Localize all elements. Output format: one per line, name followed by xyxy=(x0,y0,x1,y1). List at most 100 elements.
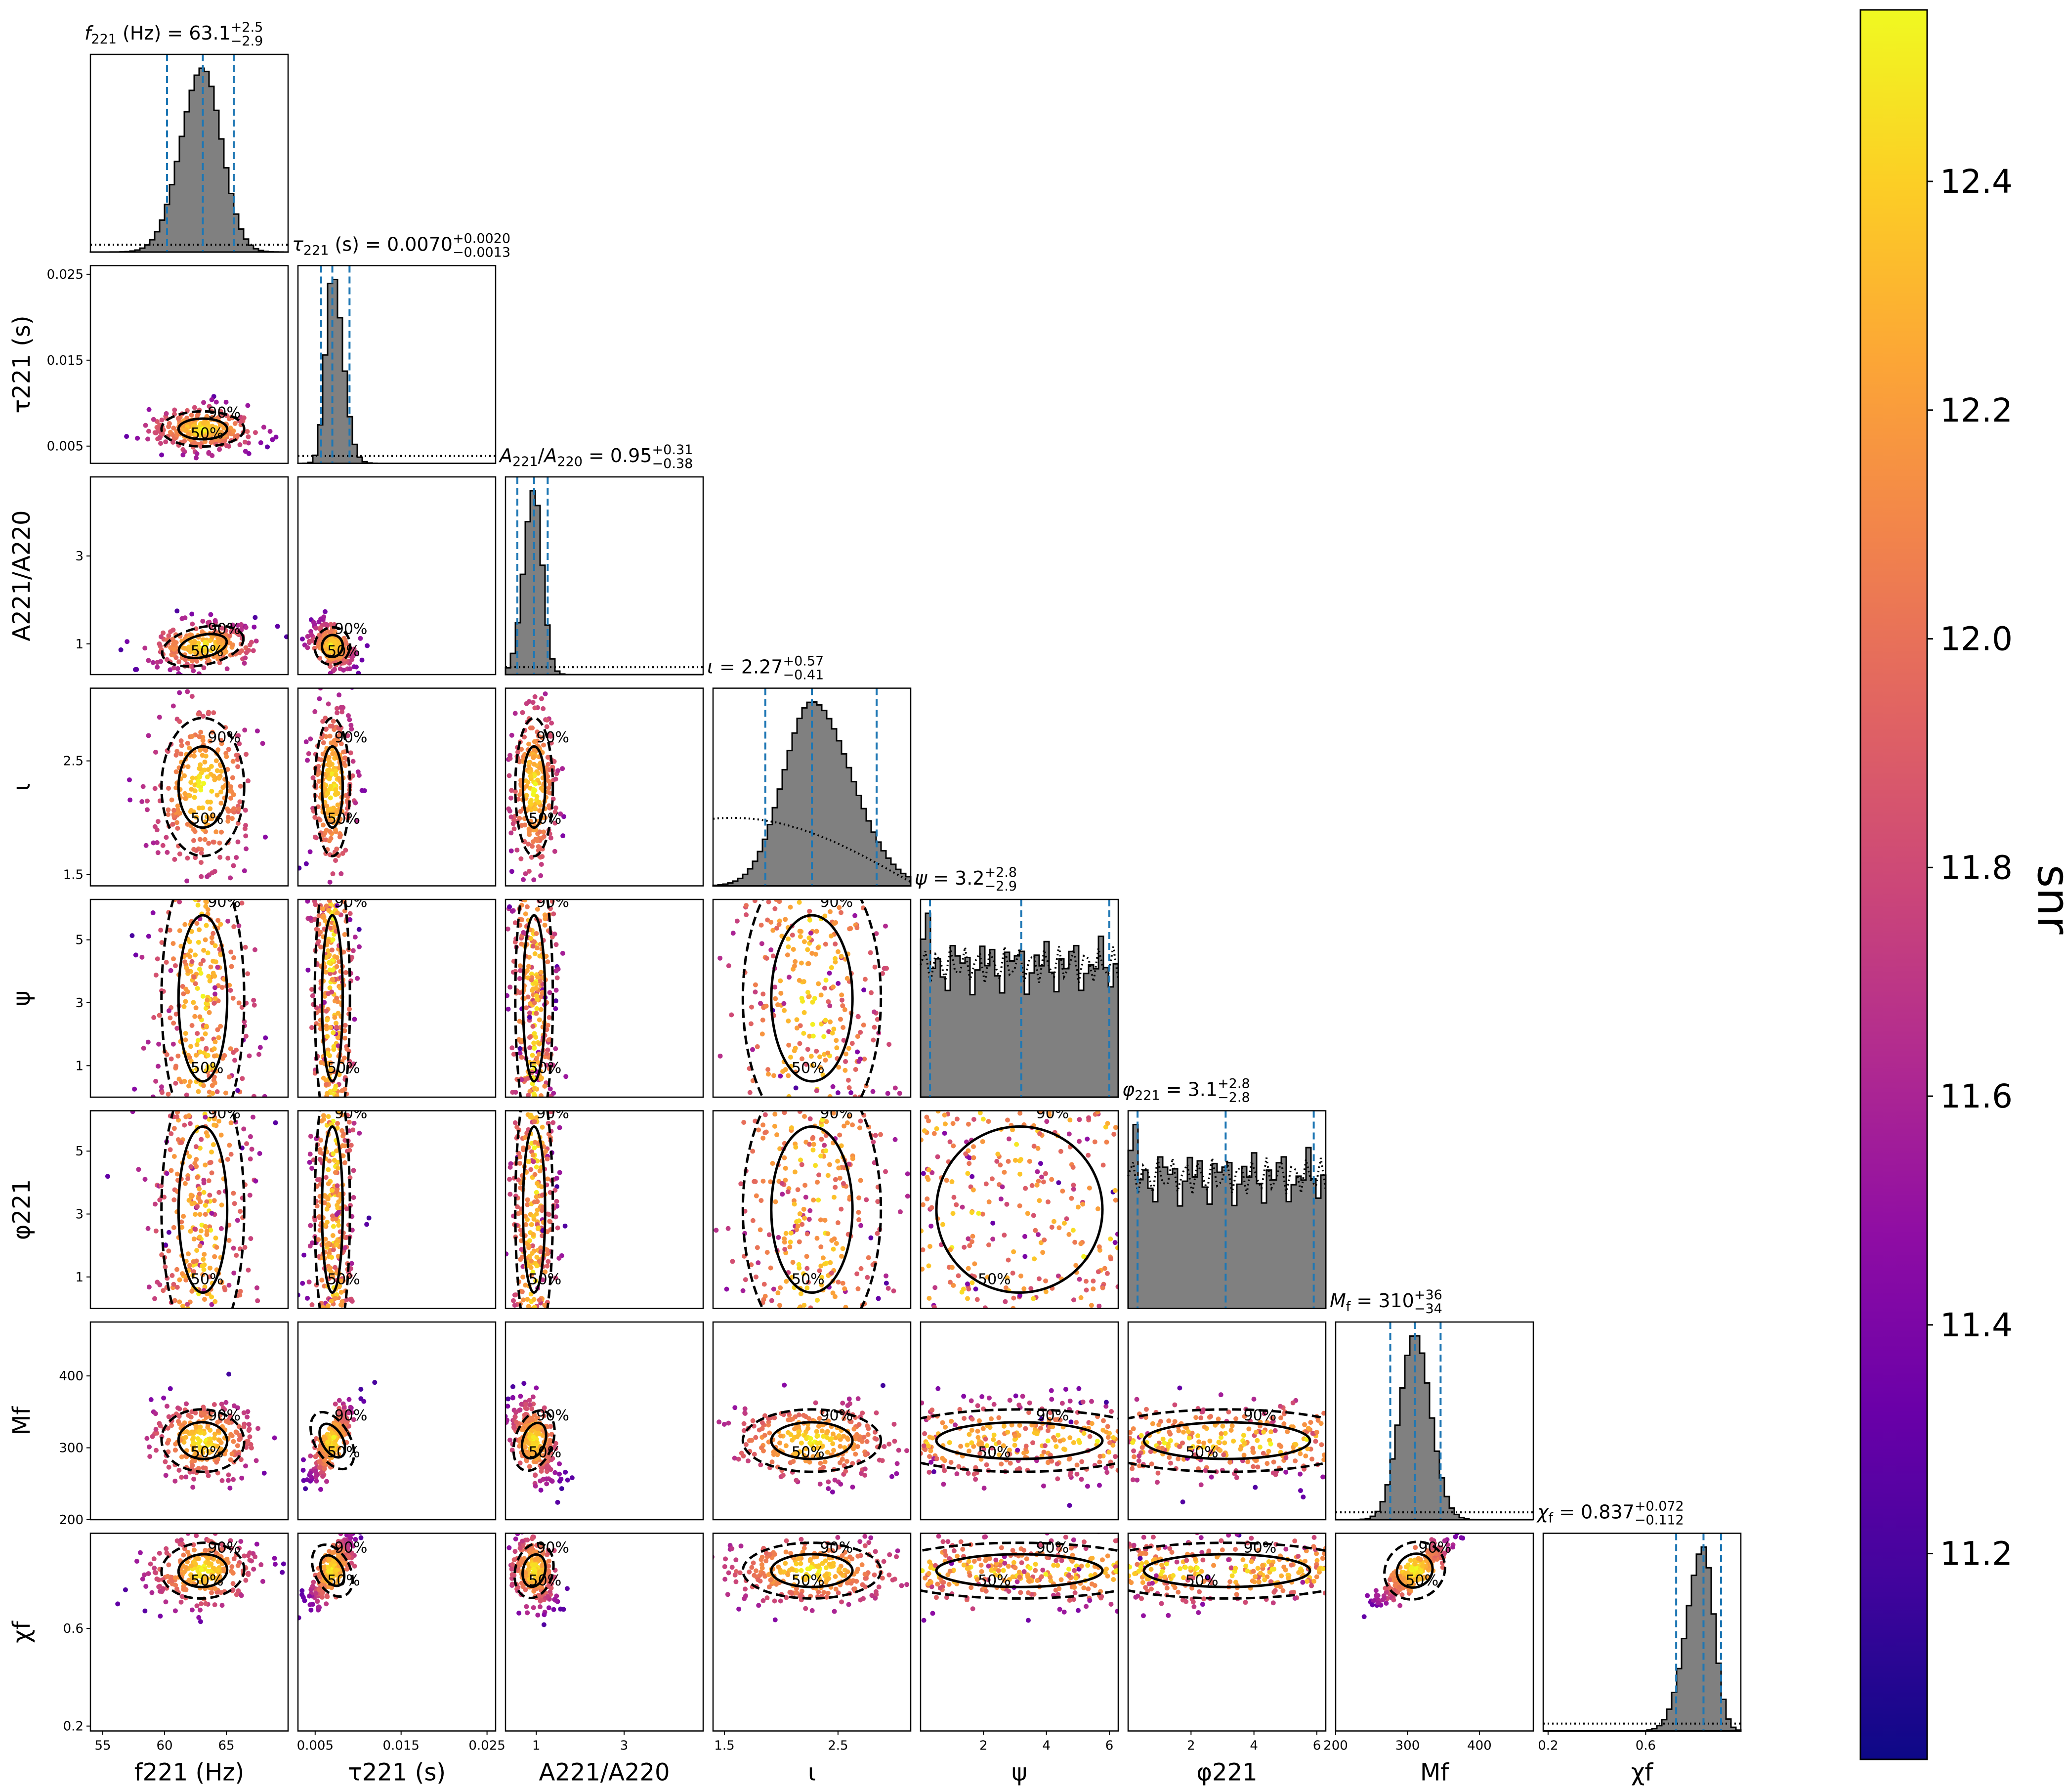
xtick-label: 2 xyxy=(1187,1739,1195,1753)
colorbar-tick-label: 11.8 xyxy=(1940,849,2013,887)
contour-90 xyxy=(160,1110,246,1309)
xtick-label: 0.015 xyxy=(382,1739,419,1753)
contour-label-90: 90% xyxy=(820,1105,853,1122)
panel-title-amp: A221/A220 = 0.95+0.31 xyxy=(498,442,693,469)
histogram xyxy=(1336,1335,1533,1521)
panel-title-mf: Mf = 310+36 xyxy=(1330,1287,1442,1315)
yaxis-label-phi221: φ221 xyxy=(8,1179,36,1240)
scatter-points: 50%90% xyxy=(126,689,268,884)
yaxis-label-psi: ψ xyxy=(8,990,36,1006)
panel-title-f221: f221 (Hz) = 63.1+2.5 xyxy=(84,20,263,47)
contour-50 xyxy=(1142,1421,1311,1460)
scatter-points: 50%90% xyxy=(714,1105,910,1309)
contour-50 xyxy=(177,1553,229,1588)
xtick-label: 65 xyxy=(218,1739,234,1753)
scatter-points: 50%90% xyxy=(717,899,911,1097)
ytick-label: 400 xyxy=(59,1369,84,1384)
ytick-label: 1 xyxy=(75,1059,84,1073)
panel-title-psi: ψ = 3.2+2.8 xyxy=(915,865,1017,889)
ytick-label: 3 xyxy=(75,1207,84,1222)
diag-panel-chif: χf = 0.837+0.072−0.112 xyxy=(1536,1499,1742,1732)
contour-label-50: 50% xyxy=(327,1060,360,1077)
contour-label-50: 50% xyxy=(978,1271,1011,1288)
contour-label-50: 50% xyxy=(191,425,224,442)
contour-90 xyxy=(921,1541,1118,1600)
contour-50 xyxy=(318,1422,346,1459)
contour-90 xyxy=(1383,1540,1446,1601)
scatter-panel-tau221-mf: 50% 90% xyxy=(297,1321,497,1521)
diag-panel-psi: ψ = 3.2+2.8−2.9 xyxy=(915,865,1119,1098)
contour-label-50: 50% xyxy=(978,1572,1011,1589)
xtick-label: 400 xyxy=(1467,1739,1492,1753)
contour-label-90: 90% xyxy=(820,1539,853,1557)
histogram xyxy=(297,279,496,464)
contour-label-50: 50% xyxy=(529,1444,562,1461)
xtick-label: 2.5 xyxy=(828,1739,848,1753)
contour-90 xyxy=(313,717,351,857)
scatter-points: 50%90% xyxy=(298,1533,367,1621)
contour-90 xyxy=(313,1110,351,1309)
xaxis-label-tau221: τ221 (s) xyxy=(348,1759,446,1787)
ytick-label: 3 xyxy=(75,549,84,564)
scatter-points: 50%90% xyxy=(506,1533,570,1627)
panel-frame xyxy=(712,1110,912,1309)
contour-90 xyxy=(921,1408,1118,1473)
scatter-panel-amp-psi: 50% 90% xyxy=(505,898,704,1098)
panel-title-iota: ι = 2.27+0.57 xyxy=(707,654,824,678)
contour-50 xyxy=(770,1421,854,1460)
contour-label-50: 50% xyxy=(529,1060,562,1077)
ytick-label: 1 xyxy=(75,637,84,652)
panel-frame xyxy=(89,1110,289,1309)
contour-label-90: 90% xyxy=(1244,1407,1277,1424)
panel-frame xyxy=(712,687,912,887)
xtick-label: 2 xyxy=(979,1739,988,1753)
contour-label-50: 50% xyxy=(529,1271,562,1288)
scatter-panel-tau221-phi221: 50% 90% xyxy=(297,1105,497,1309)
panel-frame xyxy=(505,898,704,1098)
colorbar-tick-label: 11.6 xyxy=(1940,1077,2013,1115)
contour-label-50: 50% xyxy=(191,1271,224,1288)
scatter-points: 50%90% xyxy=(506,899,569,1097)
ytick-label: 3 xyxy=(75,996,84,1011)
contour-label-90: 90% xyxy=(1036,1407,1069,1424)
scatter-panel-phi221-mf: 50% 90% xyxy=(1127,1321,1327,1521)
contour-label-90: 90% xyxy=(335,1407,368,1424)
yaxis-label-amp: A221/A220 xyxy=(8,510,36,641)
scatter-panel-mf-chif: 50% 90% xyxy=(1335,1533,1534,1732)
contour-label-90: 90% xyxy=(208,894,241,911)
contour-50 xyxy=(521,1125,547,1294)
contour-50 xyxy=(321,1125,344,1294)
contour-label-90: 90% xyxy=(208,1105,241,1122)
snr-colorbar: 11.2 11.4 11.6 11.8 12.0 12.2 12.4 snr xyxy=(1859,9,2065,1760)
contour-label-90: 90% xyxy=(335,1105,368,1122)
contour-50 xyxy=(770,1125,854,1294)
xtick-label: 200 xyxy=(1323,1739,1348,1753)
scatter-points: 50%90% xyxy=(299,609,370,675)
scatter-panel-f221-chif: 50% 90% 0.2 0.6 xyxy=(63,1533,289,1734)
contour-label-50: 50% xyxy=(191,642,224,660)
panel-title-lower-error: −34 xyxy=(1414,1301,1442,1317)
panel-title-lower-error: −2.9 xyxy=(985,879,1017,894)
panel-frame xyxy=(89,476,289,676)
xaxis-label-phi221: φ221 xyxy=(1196,1759,1257,1787)
xtick-label: 0.005 xyxy=(297,1739,334,1753)
contour-50 xyxy=(321,745,344,829)
colorbar-gradient xyxy=(1859,9,1928,1760)
panel-frame xyxy=(297,1533,497,1732)
scatter-panel-psi-phi221: 50% 90% xyxy=(920,1105,1119,1309)
yaxis-label-iota: ι xyxy=(8,783,36,791)
contour-90 xyxy=(160,899,246,1097)
xtick-label: 6 xyxy=(1105,1739,1114,1753)
contour-label-90: 90% xyxy=(1244,1539,1277,1557)
panel-frame xyxy=(1127,1110,1327,1309)
scatter-points: 50%90% xyxy=(921,1533,1118,1623)
contour-50 xyxy=(177,745,229,829)
contour-label-90: 90% xyxy=(1036,1105,1069,1122)
contour-label-90: 90% xyxy=(536,1105,569,1122)
panel-frame xyxy=(920,1321,1119,1521)
colorbar-label: snr xyxy=(2027,865,2065,935)
ytick-label: 0.025 xyxy=(47,267,84,282)
xaxis-label-iota: ι xyxy=(808,1759,816,1787)
